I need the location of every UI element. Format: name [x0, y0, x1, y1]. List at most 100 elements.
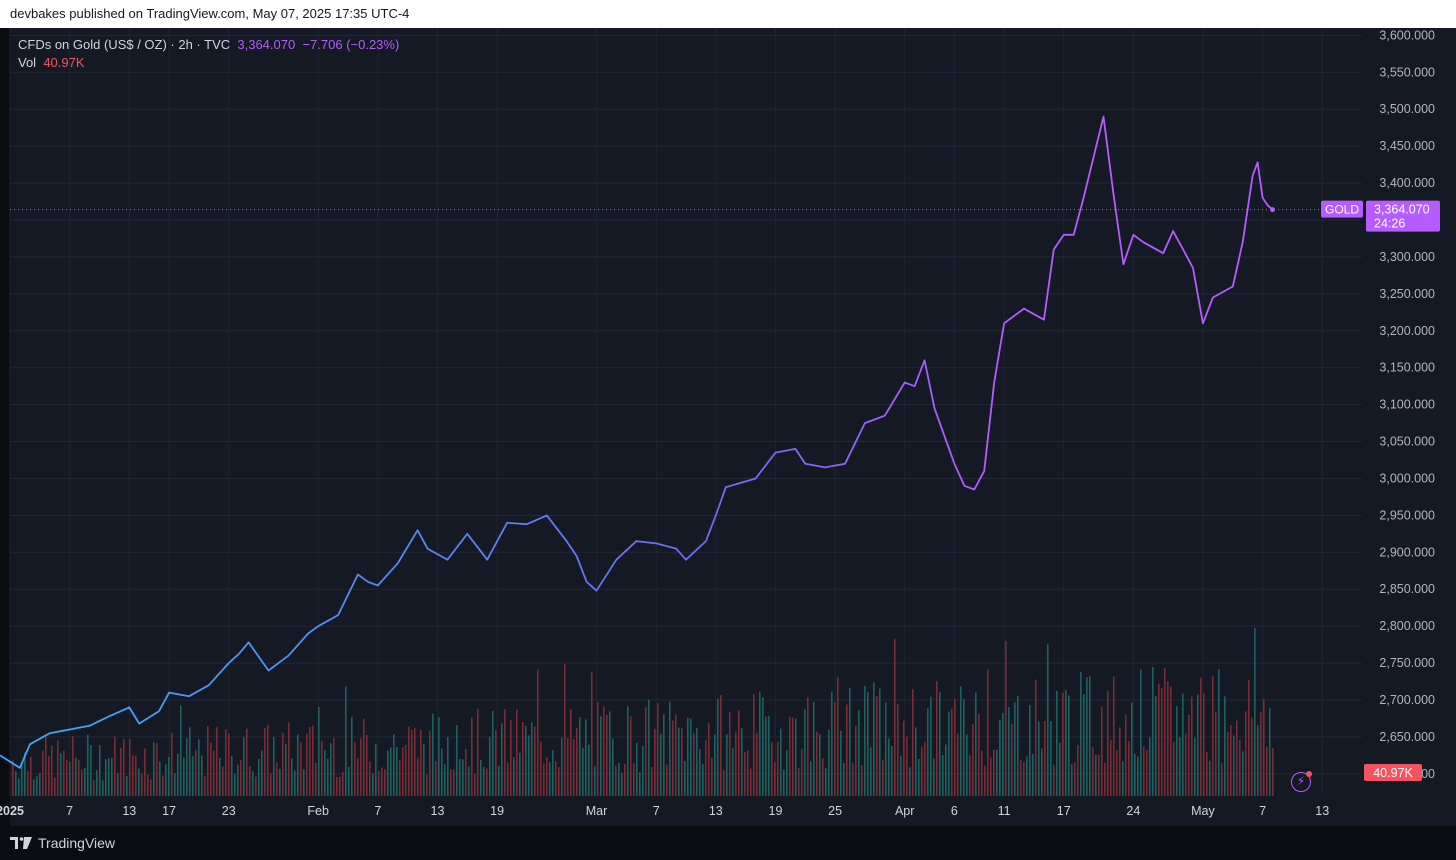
volume-bar — [12, 760, 14, 796]
volume-bar — [237, 764, 239, 796]
volume-bar — [564, 664, 566, 796]
volume-bar — [1032, 754, 1034, 796]
volume-bar — [849, 688, 851, 796]
legend-vol-label[interactable]: Vol — [18, 55, 37, 70]
volume-bar — [168, 756, 170, 796]
volume-bar — [378, 770, 380, 796]
volume-bar — [1134, 753, 1136, 796]
volume-bar — [255, 776, 257, 796]
volume-bar — [507, 762, 509, 796]
volume-bar — [402, 747, 404, 796]
y-tick-label: 2,700.000 — [1379, 693, 1435, 707]
volume-bar — [951, 708, 953, 796]
volume-bar — [918, 758, 920, 796]
volume-bar — [1080, 671, 1082, 796]
y-tick-label: 3,000.000 — [1379, 471, 1435, 485]
volume-bar — [261, 750, 263, 796]
volume-bar — [1245, 711, 1247, 796]
volume-bar — [312, 725, 314, 796]
volume-bar — [1035, 679, 1037, 796]
x-tick-label: 13 — [1315, 804, 1329, 818]
volume-bar — [948, 711, 950, 796]
legend-symbol[interactable]: CFDs on Gold (US$ / OZ) · 2h · TVC — [18, 37, 231, 52]
volume-bar — [141, 773, 143, 796]
volume-bar — [432, 713, 434, 796]
volume-bar — [1047, 643, 1049, 796]
volume-bar — [111, 757, 113, 796]
volume-bar — [834, 702, 836, 796]
volume-bar — [381, 767, 383, 796]
volume-bar — [654, 728, 656, 796]
chart-area[interactable] — [10, 28, 1456, 826]
volume-bar — [1158, 683, 1160, 796]
volume-bar — [249, 765, 251, 796]
x-tick-label: 13 — [122, 804, 136, 818]
volume-bar — [771, 742, 773, 796]
volume-bar — [189, 727, 191, 796]
volume-bar — [216, 727, 218, 796]
volume-bar — [756, 732, 758, 796]
volume-bar — [708, 723, 710, 796]
volume-bar — [1107, 691, 1109, 796]
volume-bar — [333, 737, 335, 796]
volume-bar — [405, 744, 407, 796]
volume-bar — [927, 708, 929, 796]
volume-bar — [192, 756, 194, 796]
y-tick-label: 3,400.000 — [1379, 176, 1435, 190]
volume-bar — [705, 740, 707, 796]
volume-bar — [153, 742, 155, 796]
volume-bar — [798, 767, 800, 796]
footer-brand[interactable]: TradingView — [38, 835, 116, 851]
volume-bar — [1212, 676, 1214, 796]
volume-bar — [549, 762, 551, 796]
volume-bar — [645, 707, 647, 796]
volume-bar — [657, 703, 659, 796]
volume-bar — [1224, 696, 1226, 796]
volume-bar — [321, 741, 323, 796]
volume-bar — [855, 726, 857, 796]
volume-bar — [1215, 711, 1217, 796]
x-axis[interactable]: 2025 7 13 17 23 Feb 7 13 19 Mar 7 13 19 25 Apr 6 11 17 24 M… — [0, 804, 1329, 818]
volume-bar — [819, 734, 821, 796]
volume-bar — [759, 691, 761, 796]
x-tick-label: 7 — [1259, 804, 1266, 818]
volume-bar — [234, 773, 236, 796]
volume-bar — [372, 772, 374, 796]
x-tick-label: 13 — [431, 804, 445, 818]
volume-bar — [606, 714, 608, 796]
volume-bar — [633, 763, 635, 796]
volume-bar — [750, 768, 752, 796]
volume-bar — [456, 724, 458, 796]
volume-bar — [78, 759, 80, 796]
volume-bar — [630, 716, 632, 796]
volume-bar — [1143, 746, 1145, 796]
tradingview-logo-icon — [10, 837, 32, 849]
volume-bar — [1176, 706, 1178, 796]
volume-bar — [996, 749, 998, 796]
volume-bar — [423, 744, 425, 796]
volume-bar — [732, 748, 734, 796]
volume-bar — [729, 711, 731, 796]
volume-bar — [273, 737, 275, 796]
chart-legend: CFDs on Gold (US$ / OZ) · 2h · TVC 3,364… — [18, 36, 399, 72]
volume-bar — [870, 747, 872, 796]
y-axis[interactable]: 2,600.0002,650.0002,700.0002,750.0002,80… — [1379, 28, 1435, 780]
volume-bar — [1209, 760, 1211, 796]
notification-dot — [1306, 771, 1312, 777]
volume-bar — [357, 757, 359, 796]
volume-bar — [264, 728, 266, 796]
lightning-icon[interactable]: ⚡ — [1291, 771, 1312, 792]
volume-bar — [1071, 764, 1073, 796]
volume-bar — [966, 734, 968, 796]
volume-bar — [1026, 756, 1028, 796]
volume-bar — [57, 740, 59, 796]
volume-bar — [1197, 694, 1199, 796]
legend-price: 3,364.070 — [237, 37, 296, 52]
volume-bar — [1020, 759, 1022, 796]
volume-bar — [1041, 748, 1043, 796]
volume-bar — [15, 771, 17, 796]
legend-change: −7.706 (−0.23%) — [302, 37, 400, 52]
volume-bar — [561, 737, 563, 796]
volume-bar — [1260, 711, 1262, 796]
